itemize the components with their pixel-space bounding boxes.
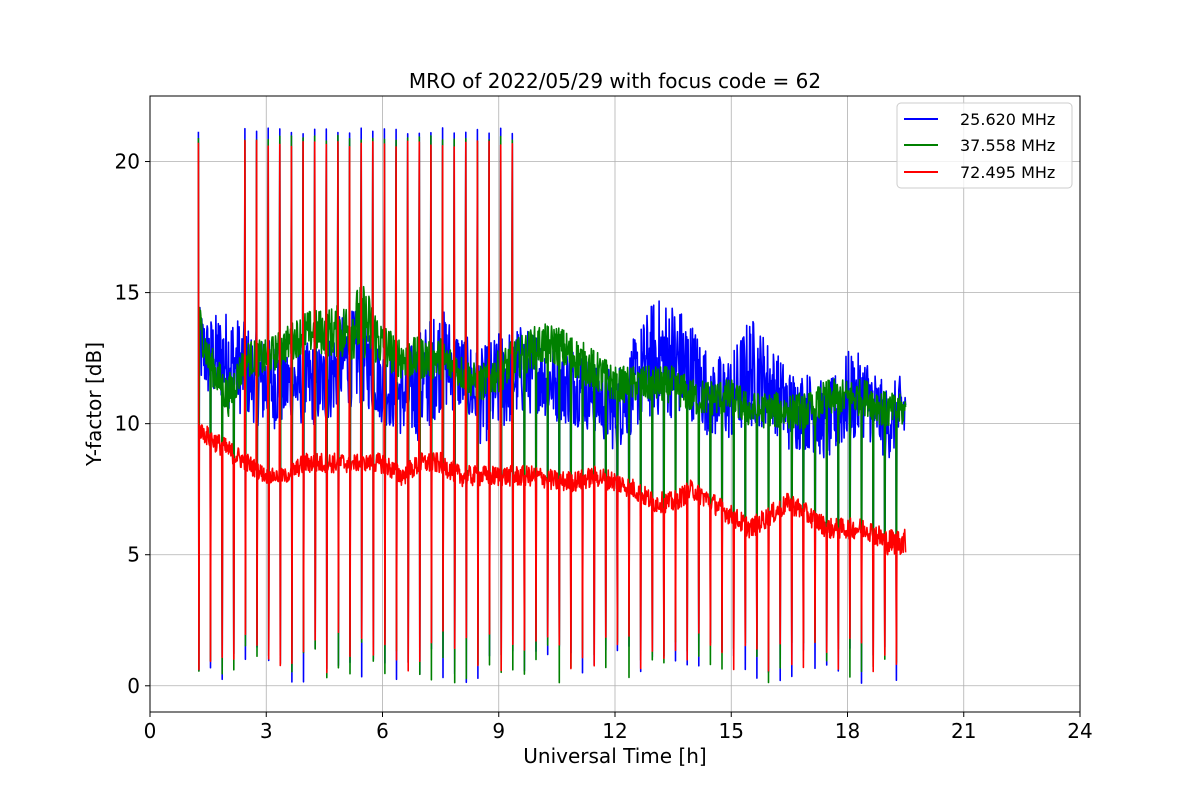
y-tick-label: 20 bbox=[115, 150, 140, 174]
x-tick-label: 18 bbox=[835, 719, 860, 743]
x-tick-label: 21 bbox=[951, 719, 976, 743]
x-axis-label: Universal Time [h] bbox=[523, 744, 706, 768]
x-tick-label: 9 bbox=[492, 719, 505, 743]
legend: 25.620 MHz 37.558 MHz 72.495 MHz bbox=[896, 102, 1073, 189]
y-tick-label: 5 bbox=[127, 543, 140, 567]
y-tick-label: 10 bbox=[115, 412, 140, 436]
series-line-3 bbox=[197, 139, 907, 674]
legend-label-series-3: 72.495 MHz bbox=[960, 163, 1055, 182]
x-tick-label: 15 bbox=[719, 719, 744, 743]
x-tick-label: 6 bbox=[376, 719, 389, 743]
series-layer bbox=[197, 127, 907, 684]
x-tick-label: 24 bbox=[1067, 719, 1092, 743]
y-axis-label: Y-factor [dB] bbox=[82, 342, 106, 467]
y-axis: 0 5 10 15 20 bbox=[115, 150, 150, 698]
series-line-2 bbox=[197, 134, 907, 684]
y-tick-label: 0 bbox=[127, 674, 140, 698]
chart-title: MRO of 2022/05/29 with focus code = 62 bbox=[409, 69, 821, 93]
legend-label-series-2: 37.558 MHz bbox=[960, 136, 1055, 155]
y-tick-label: 15 bbox=[115, 281, 140, 305]
legend-label-series-1: 25.620 MHz bbox=[960, 110, 1055, 129]
x-tick-label: 0 bbox=[144, 719, 157, 743]
legend-box bbox=[896, 102, 1073, 189]
x-axis: 0 3 6 9 12 15 18 21 24 bbox=[144, 712, 1093, 743]
x-tick-label: 12 bbox=[602, 719, 627, 743]
x-tick-label: 3 bbox=[260, 719, 273, 743]
